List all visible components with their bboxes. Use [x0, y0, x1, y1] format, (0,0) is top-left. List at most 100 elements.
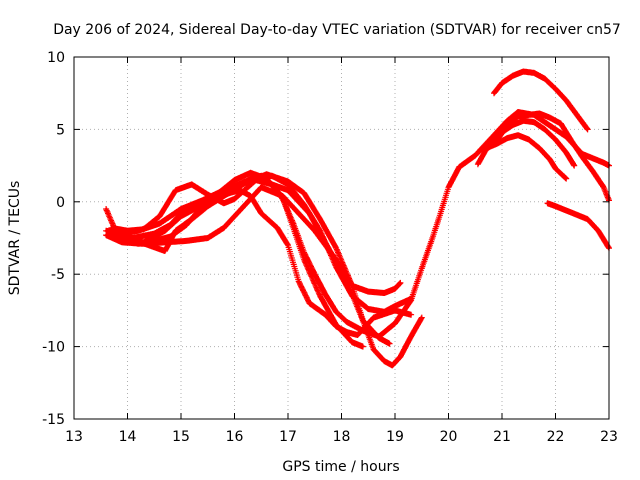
data-point [527, 138, 530, 141]
data-point [431, 236, 434, 240]
data-point [409, 335, 413, 338]
x-tick-label: 17 [279, 429, 297, 445]
data-point [506, 119, 509, 122]
data-point [351, 341, 354, 344]
data-point [249, 177, 252, 180]
series-track-i [491, 68, 591, 133]
data-point [581, 155, 584, 159]
x-tick-label: 21 [493, 429, 511, 445]
data-point [302, 191, 306, 195]
data-point [420, 267, 423, 270]
data-point [334, 246, 338, 250]
data-point [565, 209, 568, 212]
data-point [206, 204, 209, 208]
data-point [420, 316, 423, 319]
grid-lines [74, 57, 609, 419]
data-point [543, 120, 546, 124]
data-point [522, 119, 525, 122]
data-point [260, 212, 263, 215]
data-point [131, 236, 135, 240]
data-series [103, 68, 612, 369]
data-point [179, 212, 183, 215]
data-point [260, 186, 263, 189]
data-point [532, 71, 536, 75]
data-point [586, 128, 589, 131]
data-point [104, 229, 108, 232]
data-point [409, 313, 413, 316]
data-point [559, 122, 563, 125]
y-tick-label: 0 [56, 195, 65, 211]
series-markers [108, 187, 415, 338]
data-point [383, 310, 386, 314]
data-point [206, 236, 209, 240]
data-point [286, 180, 290, 183]
data-point [345, 320, 349, 324]
series-track-k [482, 132, 570, 182]
data-point [546, 202, 549, 205]
data-point [393, 287, 397, 290]
data-point [324, 293, 327, 296]
data-point [511, 123, 514, 127]
data-point [201, 204, 204, 208]
data-point [554, 138, 557, 141]
data-point [297, 212, 300, 215]
data-point [490, 139, 493, 143]
y-tick-label: 10 [47, 50, 65, 66]
data-point [334, 325, 338, 328]
data-point [163, 241, 167, 244]
data-point [511, 74, 514, 78]
data-point [104, 207, 108, 211]
y-tick-label: -5 [51, 267, 65, 283]
data-point [367, 290, 370, 293]
data-point [120, 241, 124, 244]
data-point [313, 229, 316, 232]
data-point [153, 232, 156, 235]
data-point [308, 212, 311, 215]
data-point [548, 116, 552, 120]
data-point [393, 322, 397, 325]
data-point [334, 310, 338, 314]
data-point [361, 319, 365, 322]
data-point [174, 189, 177, 192]
x-axis-label: GPS time / hours [282, 459, 399, 475]
data-point [372, 348, 375, 351]
x-tick-label: 22 [547, 429, 565, 445]
data-point [492, 92, 496, 95]
data-point [447, 186, 450, 189]
data-point [158, 222, 161, 225]
data-point [393, 304, 397, 308]
data-point [399, 281, 402, 285]
data-point [439, 212, 442, 215]
chart-title: Day 206 of 2024, Sidereal Day-to-day VTE… [53, 22, 621, 38]
data-point [238, 209, 242, 212]
data-point [506, 136, 509, 140]
data-point [249, 171, 252, 175]
data-point [591, 170, 595, 173]
data-point [538, 147, 541, 150]
data-point [565, 151, 568, 154]
data-point [522, 70, 525, 73]
data-point [137, 242, 140, 245]
data-point [190, 203, 193, 206]
data-point [123, 238, 127, 241]
data-point [297, 280, 300, 283]
data-point [391, 364, 394, 367]
data-point [356, 333, 359, 337]
data-point [361, 329, 365, 332]
data-point [126, 229, 129, 232]
data-point [591, 157, 595, 160]
data-point [516, 133, 520, 137]
data-point [532, 120, 536, 124]
data-point [142, 228, 145, 231]
x-tick-label: 20 [440, 429, 458, 445]
data-point [324, 313, 327, 316]
data-point [586, 217, 589, 221]
data-point [179, 207, 183, 211]
data-point [388, 342, 391, 345]
data-point [575, 213, 579, 217]
data-point [393, 309, 397, 312]
x-tick-label: 23 [600, 429, 618, 445]
x-tick-label: 13 [65, 429, 83, 445]
data-point [554, 204, 557, 208]
